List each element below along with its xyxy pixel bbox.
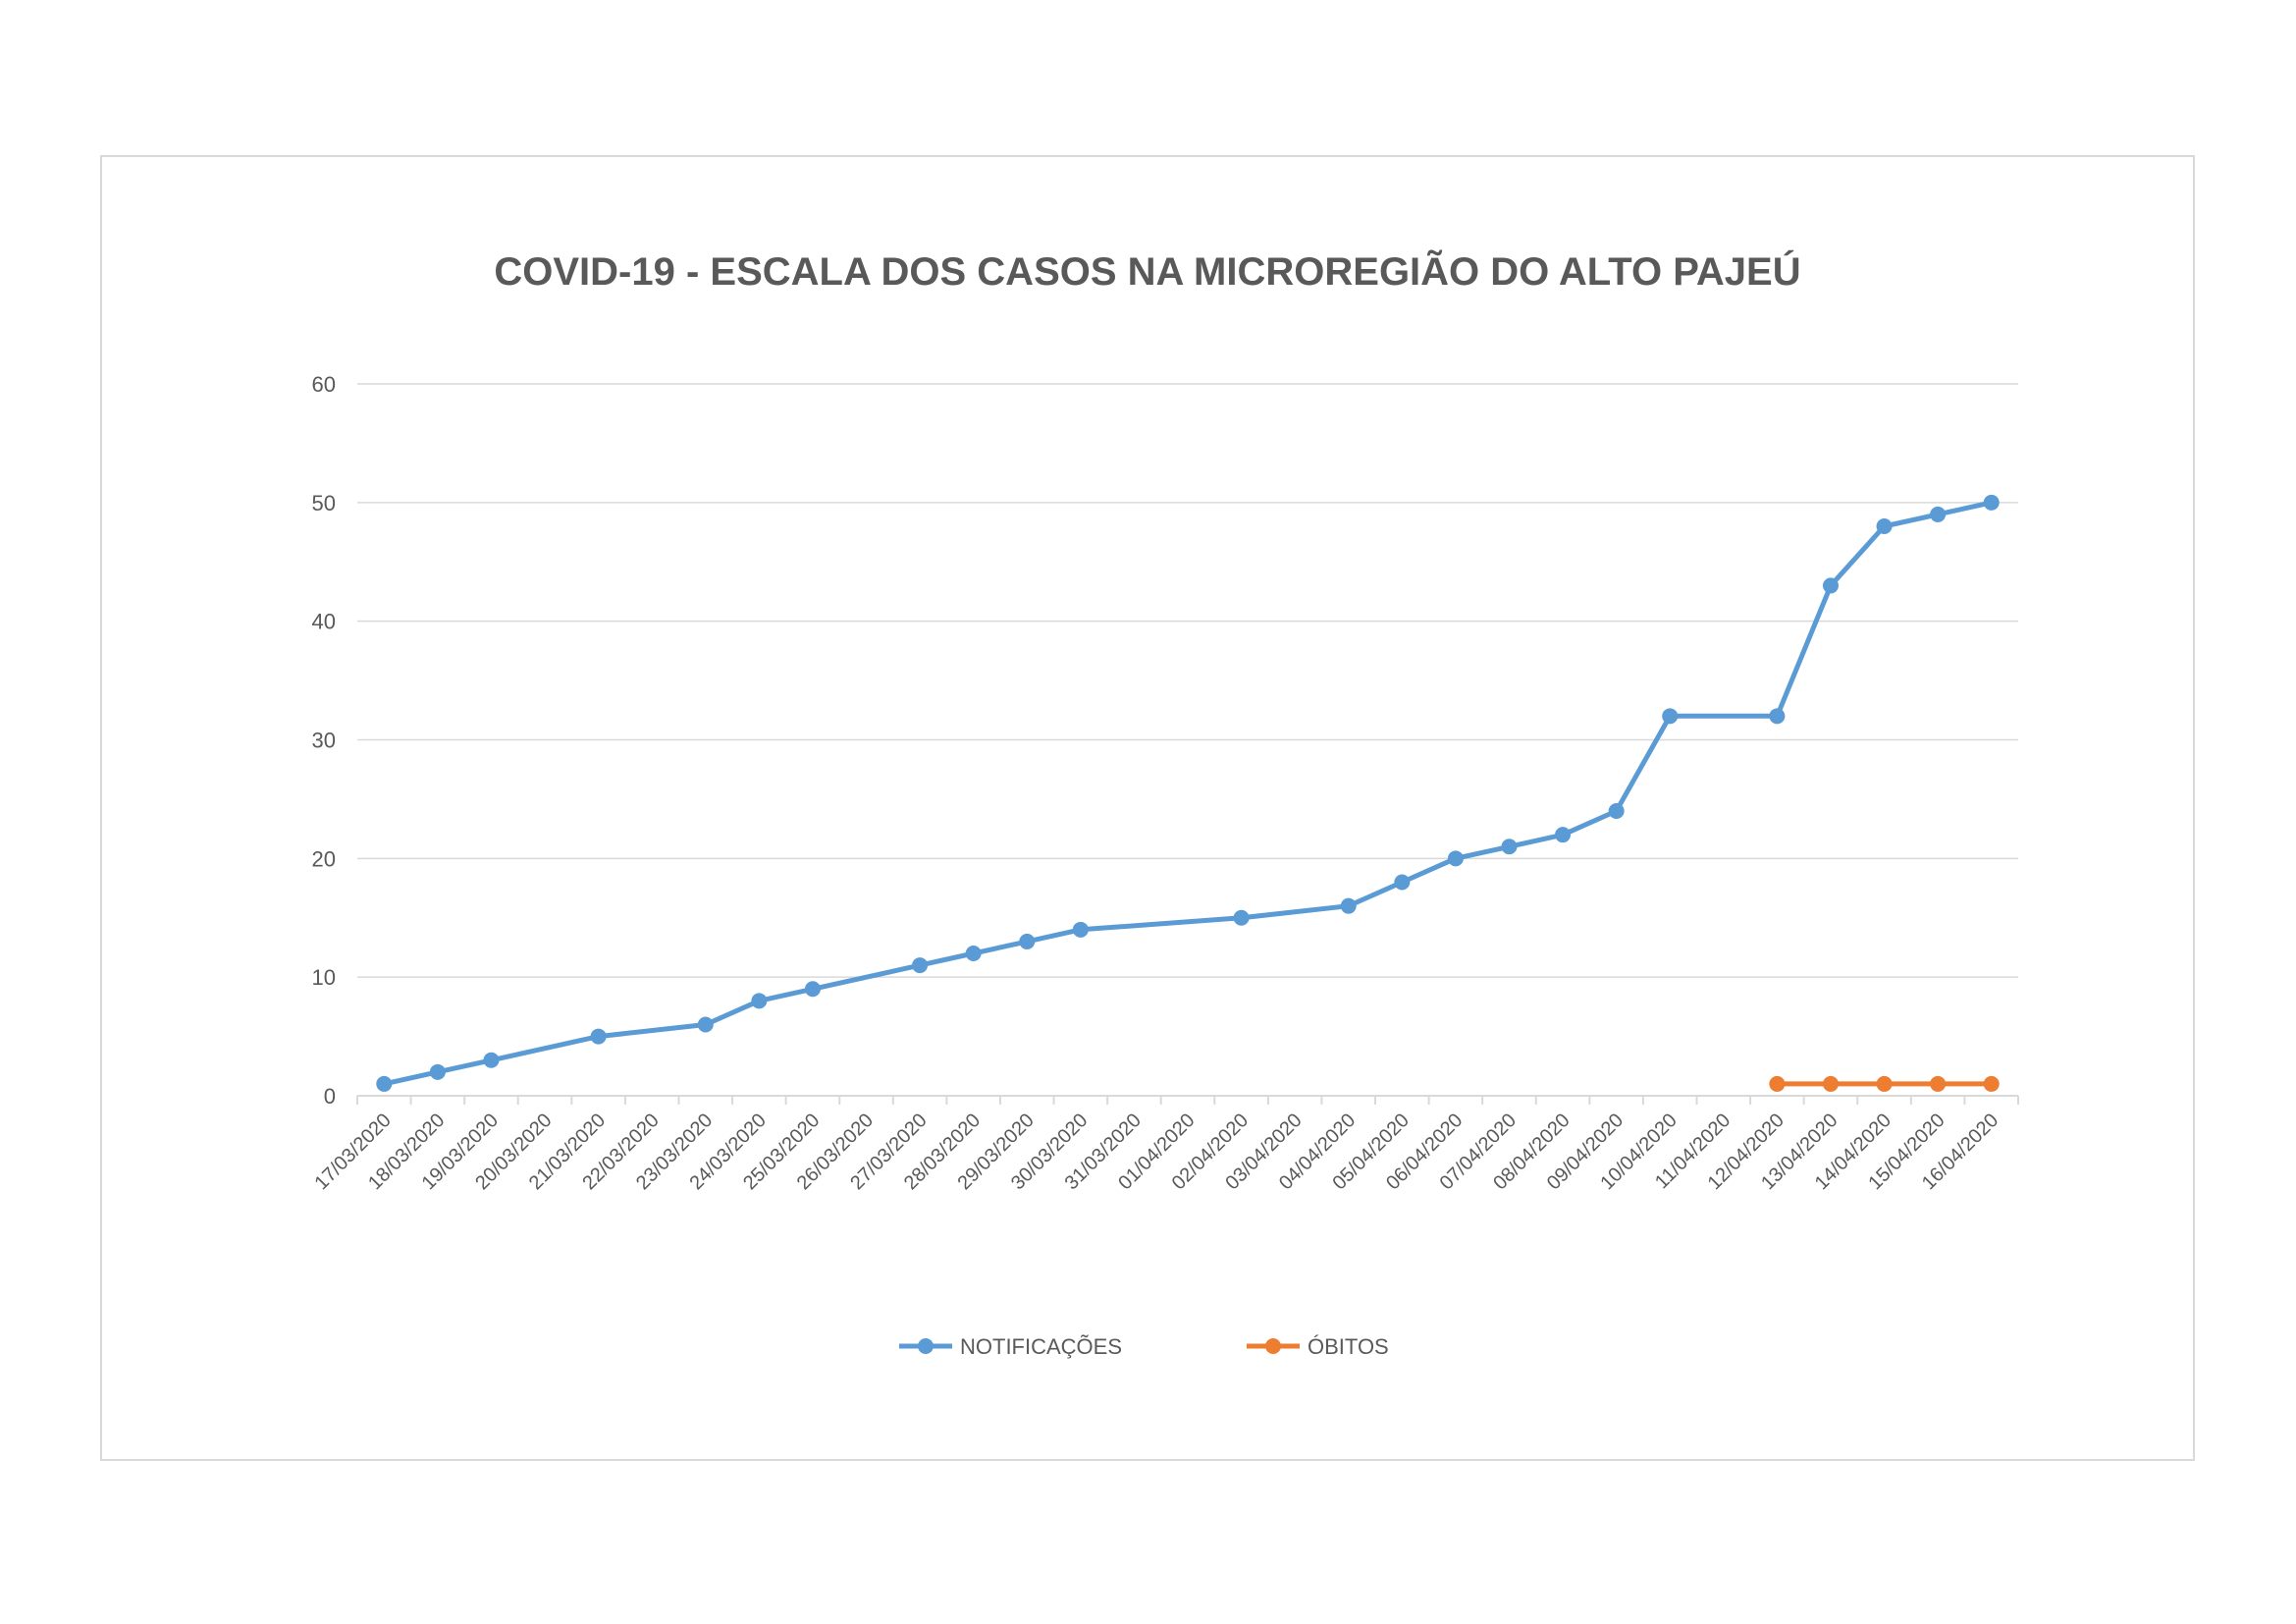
legend-label-series-1: NOTIFICAÇÕES [960, 1334, 1122, 1359]
data-point-series-1 [912, 957, 929, 974]
series-line-1 [381, 500, 1995, 1087]
data-point-series-1 [1769, 708, 1786, 725]
y-tick-label: 30 [312, 729, 336, 753]
data-point-series-1 [1340, 897, 1357, 914]
legend-marker-series-2 [1265, 1338, 1281, 1354]
y-tick-label: 20 [312, 846, 336, 871]
chart-title: COVID-19 - ESCALA DOS CASOS NA MICROREGI… [494, 248, 1800, 294]
y-tick-label: 10 [312, 965, 336, 990]
data-point-series-1 [1662, 708, 1679, 725]
data-point-series-1 [1555, 827, 1572, 843]
data-point-series-1 [376, 1075, 393, 1092]
data-point-series-1 [1930, 506, 1947, 522]
data-point-series-1 [483, 1052, 500, 1068]
line-chart: COVID-19 - ESCALA DOS CASOS NA MICROREGI… [310, 248, 2019, 1359]
data-point-series-1 [1876, 518, 1893, 534]
data-point-series-1 [1447, 850, 1464, 867]
legend-label-series-2: ÓBITOS [1308, 1334, 1389, 1359]
data-point-series-1 [1822, 577, 1839, 594]
x-axis: 17/03/202018/03/202019/03/202020/03/2020… [310, 1095, 2019, 1194]
data-point-series-1 [965, 946, 982, 961]
data-point-series-1 [751, 993, 768, 1009]
series-layer [376, 494, 2000, 1092]
data-point-series-1 [1233, 909, 1250, 926]
y-tick-label: 50 [312, 491, 336, 515]
data-point-series-1 [429, 1063, 446, 1080]
data-point-series-2 [1983, 1075, 2000, 1092]
data-point-series-2 [1876, 1075, 1893, 1092]
y-axis-ticks: 0 10 20 30 40 50 60 [312, 372, 336, 1109]
data-point-series-1 [804, 981, 821, 998]
data-point-series-2 [1930, 1075, 1947, 1092]
y-tick-label: 40 [312, 610, 336, 634]
data-point-series-1 [1983, 494, 2000, 511]
data-point-series-1 [1019, 933, 1036, 949]
data-point-series-2 [1822, 1075, 1839, 1092]
data-point-series-1 [1608, 803, 1625, 819]
data-point-series-2 [1769, 1075, 1786, 1092]
y-tick-label: 0 [324, 1084, 336, 1109]
legend: NOTIFICAÇÕES ÓBITOS [899, 1334, 1389, 1359]
gridlines [357, 383, 2018, 978]
data-point-series-1 [1394, 874, 1411, 891]
data-point-series-1 [590, 1028, 607, 1045]
chart-frame: COVID-19 - ESCALA DOS CASOS NA MICROREGI… [100, 155, 2195, 1461]
data-point-series-1 [1072, 921, 1089, 938]
legend-marker-series-1 [918, 1338, 934, 1354]
y-tick-label: 60 [312, 372, 336, 397]
data-point-series-1 [697, 1016, 714, 1033]
data-point-series-1 [1501, 839, 1518, 855]
